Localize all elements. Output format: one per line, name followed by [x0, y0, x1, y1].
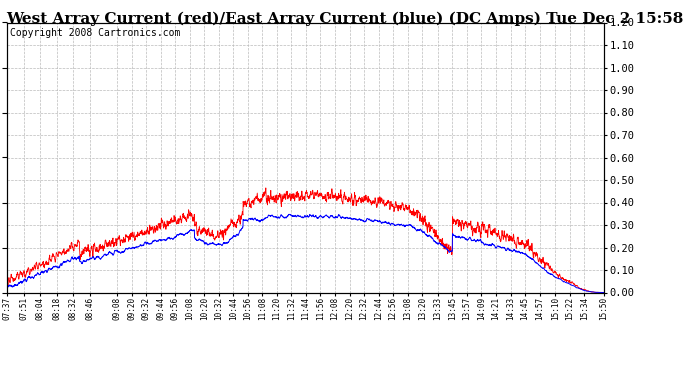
- Text: Copyright 2008 Cartronics.com: Copyright 2008 Cartronics.com: [10, 28, 180, 38]
- Text: West Array Current (red)/East Array Current (blue) (DC Amps) Tue Dec 2 15:58: West Array Current (red)/East Array Curr…: [6, 11, 684, 26]
